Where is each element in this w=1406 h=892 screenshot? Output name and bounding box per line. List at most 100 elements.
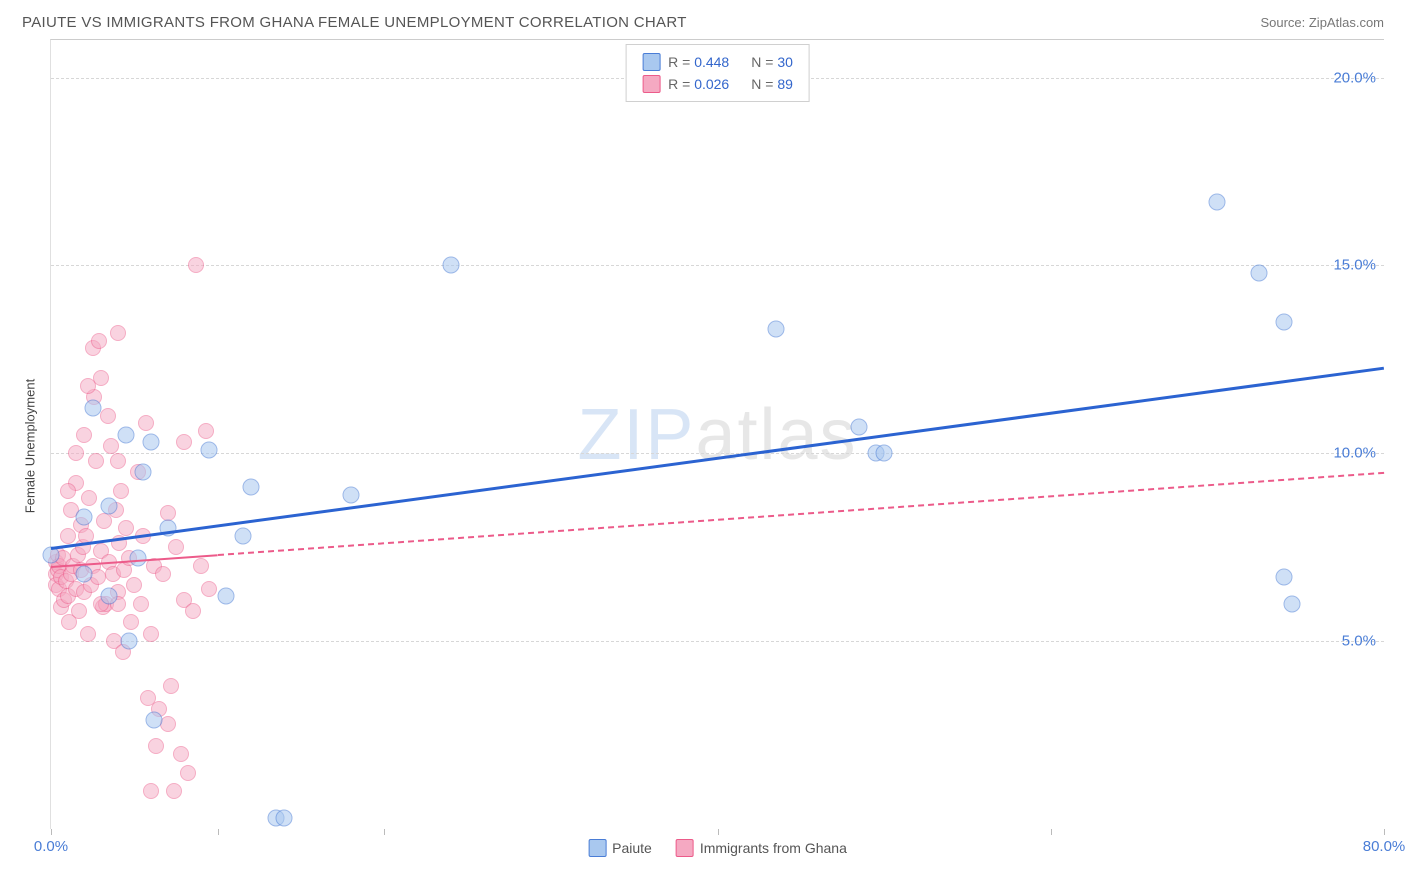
- scatter-point-paiute: [234, 527, 251, 544]
- scatter-point-ghana: [163, 678, 179, 694]
- legend-swatch-paiute: [642, 53, 660, 71]
- scatter-point-ghana: [155, 566, 171, 582]
- legend-item-ghana: Immigrants from Ghana: [676, 839, 847, 857]
- scatter-point-ghana: [88, 453, 104, 469]
- scatter-point-ghana: [68, 445, 84, 461]
- x-tick: [51, 829, 52, 835]
- chart-container: PAIUTE VS IMMIGRANTS FROM GHANA FEMALE U…: [10, 10, 1396, 882]
- legend-label-ghana: Immigrants from Ghana: [700, 840, 847, 856]
- legend-swatch-paiute: [588, 839, 606, 857]
- scatter-point-ghana: [81, 490, 97, 506]
- scatter-point-ghana: [110, 453, 126, 469]
- scatter-point-ghana: [71, 603, 87, 619]
- scatter-point-ghana: [143, 626, 159, 642]
- chart-title: PAIUTE VS IMMIGRANTS FROM GHANA FEMALE U…: [22, 14, 687, 31]
- scatter-point-ghana: [173, 746, 189, 762]
- scatter-point-paiute: [1284, 595, 1301, 612]
- chart-header: PAIUTE VS IMMIGRANTS FROM GHANA FEMALE U…: [10, 10, 1396, 39]
- legend-n-value: N = 89: [751, 76, 793, 92]
- x-tick: [218, 829, 219, 835]
- chart-source: Source: ZipAtlas.com: [1260, 15, 1384, 30]
- scatter-point-paiute: [876, 445, 893, 462]
- scatter-point-paiute: [276, 809, 293, 826]
- scatter-point-ghana: [201, 581, 217, 597]
- y-axis-label: Female Unemployment: [23, 379, 38, 513]
- scatter-point-paiute: [1251, 264, 1268, 281]
- scatter-point-paiute: [342, 486, 359, 503]
- scatter-point-paiute: [217, 588, 234, 605]
- scatter-point-ghana: [60, 528, 76, 544]
- watermark-atlas: atlas: [695, 395, 857, 475]
- scatter-point-paiute: [851, 418, 868, 435]
- legend-label-paiute: Paiute: [612, 840, 652, 856]
- watermark: ZIPatlas: [577, 394, 857, 476]
- scatter-point-ghana: [138, 415, 154, 431]
- scatter-point-ghana: [188, 257, 204, 273]
- regression-line-ghana-dashed: [218, 472, 1385, 556]
- scatter-point-ghana: [180, 765, 196, 781]
- grid-line: [51, 641, 1384, 642]
- scatter-point-paiute: [1276, 313, 1293, 330]
- scatter-point-paiute: [242, 479, 259, 496]
- legend-item-paiute: Paiute: [588, 839, 652, 857]
- scatter-point-ghana: [126, 577, 142, 593]
- scatter-point-ghana: [133, 596, 149, 612]
- regression-line-paiute: [51, 367, 1384, 550]
- y-tick-label: 15.0%: [1333, 257, 1376, 274]
- y-tick-label: 5.0%: [1342, 633, 1376, 650]
- scatter-point-ghana: [140, 690, 156, 706]
- scatter-point-paiute: [101, 497, 118, 514]
- legend-correlation-box: R = 0.448N = 30 R = 0.026 N = 89: [625, 44, 810, 102]
- scatter-point-ghana: [123, 614, 139, 630]
- scatter-point-ghana: [118, 520, 134, 536]
- x-tick-label: 80.0%: [1363, 838, 1406, 855]
- chart-plot-area: ZIPatlas 5.0%10.0%15.0%20.0%0.0%80.0%R =…: [50, 39, 1384, 829]
- scatter-point-ghana: [80, 378, 96, 394]
- scatter-point-ghana: [60, 483, 76, 499]
- legend-series: Paiute Immigrants from Ghana: [588, 839, 847, 857]
- scatter-point-ghana: [143, 783, 159, 799]
- x-tick: [1051, 829, 1052, 835]
- scatter-point-paiute: [442, 257, 459, 274]
- scatter-point-ghana: [80, 626, 96, 642]
- x-tick-label: 0.0%: [34, 838, 68, 855]
- scatter-point-paiute: [121, 633, 138, 650]
- x-tick: [718, 829, 719, 835]
- legend-row-ghana: R = 0.026 N = 89: [638, 73, 797, 95]
- grid-line: [51, 453, 1384, 454]
- scatter-point-paiute: [1209, 193, 1226, 210]
- scatter-point-ghana: [198, 423, 214, 439]
- legend-swatch-ghana: [676, 839, 694, 857]
- y-tick-label: 20.0%: [1333, 69, 1376, 86]
- scatter-point-paiute: [134, 464, 151, 481]
- scatter-point-paiute: [76, 509, 93, 526]
- legend-row-paiute: R = 0.448N = 30: [638, 51, 797, 73]
- scatter-point-paiute: [117, 426, 134, 443]
- scatter-point-ghana: [176, 434, 192, 450]
- x-tick: [1384, 829, 1385, 835]
- scatter-point-paiute: [1276, 569, 1293, 586]
- grid-line: [51, 265, 1384, 266]
- legend-swatch-ghana: [642, 75, 660, 93]
- scatter-point-ghana: [110, 325, 126, 341]
- scatter-point-ghana: [148, 738, 164, 754]
- scatter-point-paiute: [767, 321, 784, 338]
- scatter-point-ghana: [185, 603, 201, 619]
- scatter-point-ghana: [103, 438, 119, 454]
- scatter-point-ghana: [113, 483, 129, 499]
- scatter-point-paiute: [76, 565, 93, 582]
- scatter-point-paiute: [84, 400, 101, 417]
- scatter-point-ghana: [166, 783, 182, 799]
- x-tick: [384, 829, 385, 835]
- legend-r-value: R = 0.026: [668, 76, 729, 92]
- scatter-point-paiute: [142, 434, 159, 451]
- legend-n-value: N = 30: [751, 54, 793, 70]
- scatter-point-ghana: [193, 558, 209, 574]
- scatter-point-paiute: [146, 712, 163, 729]
- scatter-point-paiute: [101, 588, 118, 605]
- scatter-point-ghana: [76, 427, 92, 443]
- scatter-point-ghana: [91, 333, 107, 349]
- scatter-point-paiute: [201, 441, 218, 458]
- scatter-point-ghana: [168, 539, 184, 555]
- scatter-point-ghana: [100, 408, 116, 424]
